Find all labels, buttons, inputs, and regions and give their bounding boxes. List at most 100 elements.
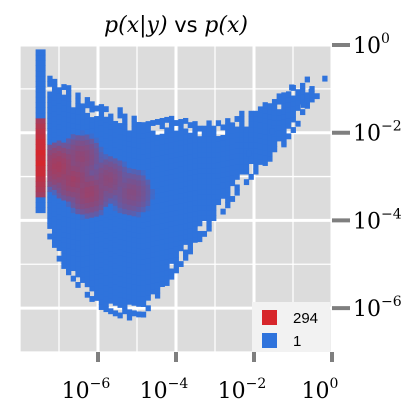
heatmap-cell: [168, 115, 175, 122]
heatmap-cell: [173, 172, 179, 179]
heatmap-cell: [225, 123, 231, 130]
heatmap-cell: [257, 122, 264, 129]
heatmap-cell: [112, 199, 119, 206]
heatmap-cell: [308, 88, 314, 95]
heatmap-cell: [126, 283, 133, 289]
heatmap-cell: [271, 109, 278, 116]
heatmap-cell: [94, 126, 100, 133]
heatmap-cell: [61, 242, 67, 248]
heatmap-cell: [94, 205, 100, 212]
heatmap-cell: [136, 195, 142, 202]
heatmap-cell: [164, 185, 170, 192]
heatmap-cell: [187, 222, 193, 229]
heatmap-cell: [108, 271, 114, 278]
heatmap-cell: [80, 271, 86, 278]
heatmap-cell: [89, 101, 95, 108]
heatmap-cell-column: [35, 123, 46, 129]
heatmap-cell: [211, 204, 217, 211]
heatmap-cell: [112, 273, 119, 280]
heatmap-cell: [89, 117, 95, 123]
heatmap-cell-column: [35, 107, 46, 114]
heatmap-cell: [257, 127, 264, 134]
heatmap-cell: [61, 226, 67, 233]
heatmap-cell: [66, 269, 72, 276]
heatmap-cell: [187, 153, 193, 160]
heatmap-cell: [187, 243, 193, 250]
heatmap-cell: [201, 136, 208, 143]
heatmap-cell: [220, 192, 226, 199]
heatmap-cell: [150, 277, 156, 284]
heatmap-cell: [276, 119, 282, 126]
heatmap-cell: [47, 186, 53, 193]
heatmap-cell: [117, 144, 123, 150]
heatmap-cell: [98, 162, 105, 168]
heatmap-cell: [164, 201, 170, 207]
heatmap-cell: [131, 157, 137, 164]
heatmap-cell: [168, 131, 175, 138]
heatmap-cell: [257, 153, 264, 160]
heatmap-cell: [164, 137, 170, 144]
heatmap-cell: [56, 103, 62, 109]
heatmap-cell: [192, 173, 198, 180]
heatmap-cell: [66, 216, 72, 223]
heatmap-cell: [47, 175, 53, 182]
heatmap-cell: [136, 190, 142, 197]
heatmap-cell: [61, 131, 67, 138]
heatmap-cell: [290, 95, 296, 102]
heatmap-cell: [206, 146, 212, 153]
heatmap-cell: [150, 220, 156, 226]
heatmap-cell: [98, 119, 105, 126]
heatmap-cell: [150, 262, 156, 269]
heatmap-cell: [239, 126, 245, 133]
heatmap-cell: [51, 215, 58, 222]
heatmap-cell: [150, 167, 156, 174]
heatmap-cell: [75, 124, 81, 130]
heatmap-cell: [131, 168, 137, 175]
heatmap-cell: [248, 137, 254, 143]
heatmap-cell: [159, 223, 165, 230]
heatmap-cell: [285, 107, 292, 113]
heatmap-cell: [122, 239, 128, 246]
heatmap-cell: [70, 249, 76, 256]
heatmap-cell-column: [35, 170, 46, 177]
heatmap-cell: [197, 125, 203, 132]
heatmap-cell: [201, 125, 208, 132]
heatmap-cell: [187, 132, 193, 139]
heatmap-cell: [178, 140, 184, 146]
heatmap-cell: [300, 88, 306, 95]
heatmap-cell: [220, 166, 226, 173]
heatmap-cell: [66, 132, 72, 139]
heatmap-cell: [51, 105, 58, 112]
heatmap-cell: [183, 254, 189, 261]
heatmap-cell: [253, 131, 259, 138]
heatmap-cell: [187, 185, 193, 192]
heatmap-cell: [66, 100, 72, 107]
heatmap-cell: [117, 265, 123, 272]
heatmap-cell-column: [35, 86, 46, 93]
heatmap-cell: [61, 205, 67, 212]
heatmap-cell: [281, 113, 287, 120]
heatmap-cell: [131, 131, 137, 138]
heatmap-cell: [51, 236, 58, 243]
heatmap-cell: [131, 173, 137, 180]
heatmap-cell: [56, 245, 62, 252]
heatmap-cell: [66, 153, 72, 160]
heatmap-cell: [94, 173, 100, 180]
heatmap-cell: [70, 238, 76, 245]
heatmap-cell: [131, 278, 137, 285]
heatmap-cell: [253, 152, 259, 159]
heatmap-cell: [145, 252, 151, 259]
heatmap-cell: [98, 256, 105, 263]
heatmap-cell: [168, 136, 175, 143]
heatmap-cell: [197, 152, 203, 158]
heatmap-cell: [61, 210, 67, 217]
heatmap-cell: [103, 122, 109, 128]
heatmap-cell: [89, 201, 95, 208]
heatmap-cell: [112, 220, 119, 227]
heatmap-cell: [187, 143, 193, 150]
heatmap-cell: [206, 204, 212, 211]
heatmap-cell: [80, 256, 86, 262]
heatmap-cell: [164, 280, 170, 286]
heatmap-cell: [178, 208, 184, 215]
heatmap-cell: [51, 168, 58, 175]
